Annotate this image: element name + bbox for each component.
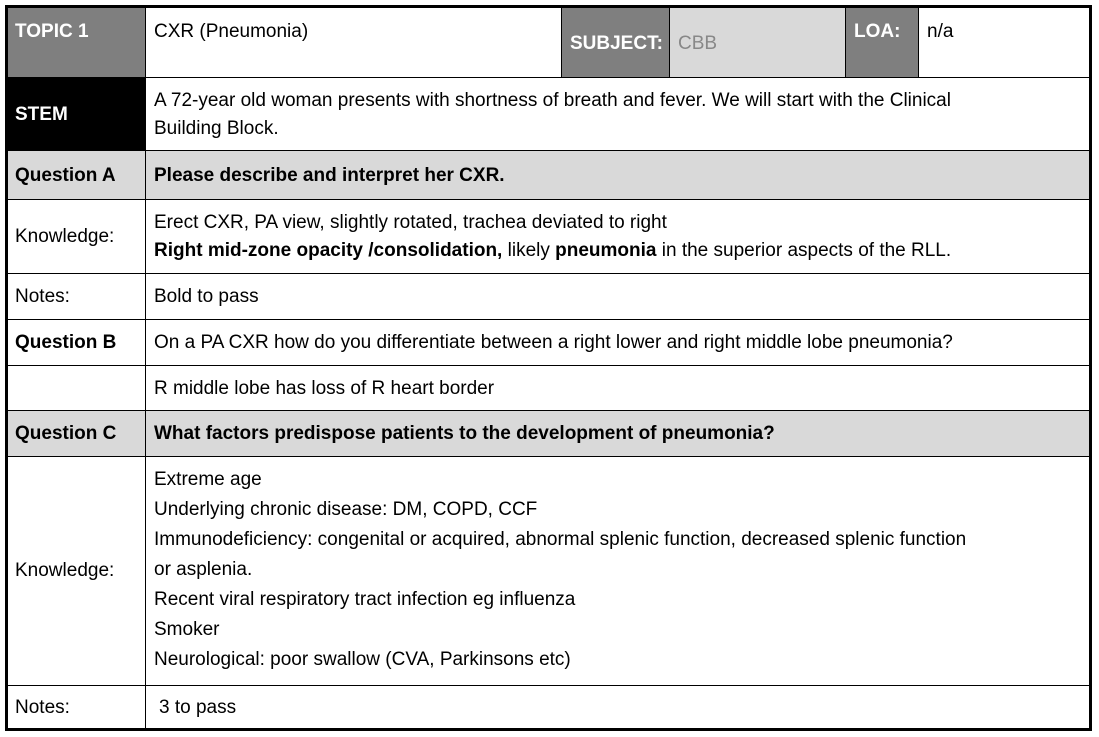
question-b-text: On a PA CXR how do you differentiate bet… (154, 332, 953, 353)
stem-label-cell: STEM (6, 77, 146, 151)
question-a-text-cell: Please describe and interpret her CXR. (145, 150, 1092, 200)
question-a-notes-cell: Bold to pass (145, 273, 1092, 320)
question-c-knowledge-cell: Extreme age Underlying chronic disease: … (145, 456, 1092, 686)
question-b-label: Question B (15, 332, 117, 353)
knowledge-text: likely (502, 240, 556, 261)
loa-value: n/a (927, 21, 954, 42)
knowledge-line: Extreme age (154, 469, 262, 490)
question-c-text: What factors predispose patients to the … (154, 423, 775, 444)
notes-label: Notes: (15, 697, 70, 718)
stem-text-line: A 72-year old woman presents with shortn… (154, 90, 951, 111)
knowledge-label: Knowledge: (15, 560, 115, 581)
question-b-answer: R middle lobe has loss of R heart border (154, 378, 495, 399)
knowledge-line: Smoker (154, 619, 220, 640)
question-c-text-cell: What factors predispose patients to the … (145, 410, 1092, 457)
question-a-knowledge-label-cell: Knowledge: (6, 199, 146, 274)
question-b-answer-label-cell (6, 365, 146, 411)
question-a-label: Question A (15, 165, 116, 186)
loa-label-cell: LOA: (845, 6, 919, 78)
notes-label: Notes: (15, 286, 70, 307)
topic-label: TOPIC 1 (15, 21, 89, 42)
question-a-text: Please describe and interpret her CXR. (154, 165, 505, 186)
stem-text-cell: A 72-year old woman presents with shortn… (145, 77, 1092, 151)
knowledge-line: Recent viral respiratory tract infection… (154, 589, 576, 610)
question-b-label-cell: Question B (6, 319, 146, 366)
topic-label-cell: TOPIC 1 (6, 6, 146, 78)
stem-text-line: Building Block. (154, 118, 279, 139)
knowledge-bold-text: Right mid-zone opacity /consolidation, (154, 240, 503, 261)
question-a-label-cell: Question A (6, 150, 146, 200)
loa-label: LOA: (854, 21, 901, 42)
knowledge-line: Underlying chronic disease: DM, COPD, CC… (154, 499, 538, 520)
knowledge-line: Neurological: poor swallow (CVA, Parkins… (154, 649, 571, 670)
question-b-text-cell: On a PA CXR how do you differentiate bet… (145, 319, 1092, 366)
subject-value-cell: CBB (669, 6, 846, 78)
notes-text: 3 to pass (159, 697, 237, 718)
notes-text: Bold to pass (154, 286, 259, 307)
knowledge-label: Knowledge: (15, 226, 115, 247)
topic-value: CXR (Pneumonia) (154, 21, 309, 42)
subject-label-cell: SUBJECT: (561, 6, 670, 78)
knowledge-line: Immunodeficiency: congenital or acquired… (154, 529, 967, 550)
knowledge-line: or asplenia. (154, 559, 253, 580)
question-b-answer-cell: R middle lobe has loss of R heart border (145, 365, 1092, 411)
topic-value-cell: CXR (Pneumonia) (145, 6, 562, 78)
question-a-notes-label-cell: Notes: (6, 273, 146, 320)
subject-value: CBB (678, 33, 718, 54)
question-c-knowledge-label-cell: Knowledge: (6, 456, 146, 686)
knowledge-line: Right mid-zone opacity /consolidation, l… (154, 236, 951, 266)
question-c-notes-cell: 3 to pass (145, 685, 1092, 731)
question-c-label: Question C (15, 423, 117, 444)
stem-label: STEM (15, 104, 68, 125)
subject-label: SUBJECT: (570, 33, 663, 54)
question-a-knowledge-cell: Erect CXR, PA view, slightly rotated, tr… (145, 199, 1092, 274)
question-c-label-cell: Question C (6, 410, 146, 457)
question-c-notes-label-cell: Notes: (6, 685, 146, 731)
knowledge-line: Erect CXR, PA view, slightly rotated, tr… (154, 212, 667, 233)
knowledge-text: in the superior aspects of the RLL. (656, 240, 952, 261)
loa-value-cell: n/a (918, 6, 1092, 78)
knowledge-bold-text: pneumonia (555, 240, 657, 261)
